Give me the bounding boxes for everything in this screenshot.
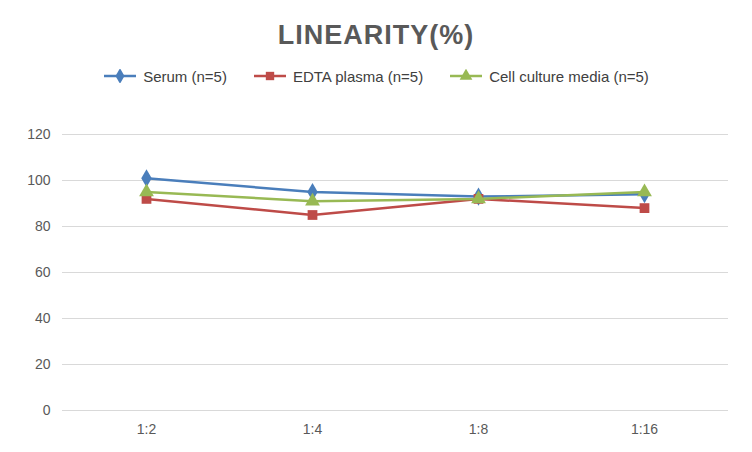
svg-text:100: 100 xyxy=(27,172,51,188)
svg-text:1:16: 1:16 xyxy=(631,421,658,437)
html-text:EDTA plasma (n=5): EDTA plasma (n=5) xyxy=(293,67,424,85)
html-text:Cell culture media (n=5): Cell culture media (n=5) xyxy=(489,67,649,85)
svg-text:60: 60 xyxy=(35,264,51,280)
svg-text:0: 0 xyxy=(43,402,51,418)
svg-text:1:4: 1:4 xyxy=(303,421,323,437)
html-text:LINEARITY(%): LINEARITY(%) xyxy=(277,20,475,50)
svg-text:20: 20 xyxy=(35,356,51,372)
svg-text:1:8: 1:8 xyxy=(469,421,489,437)
svg-text:120: 120 xyxy=(27,126,51,142)
svg-text:1:2: 1:2 xyxy=(137,421,157,437)
svg-text:80: 80 xyxy=(35,218,51,234)
svg-text:40: 40 xyxy=(35,310,51,326)
html-text:Serum (n=5): Serum (n=5) xyxy=(143,67,227,85)
